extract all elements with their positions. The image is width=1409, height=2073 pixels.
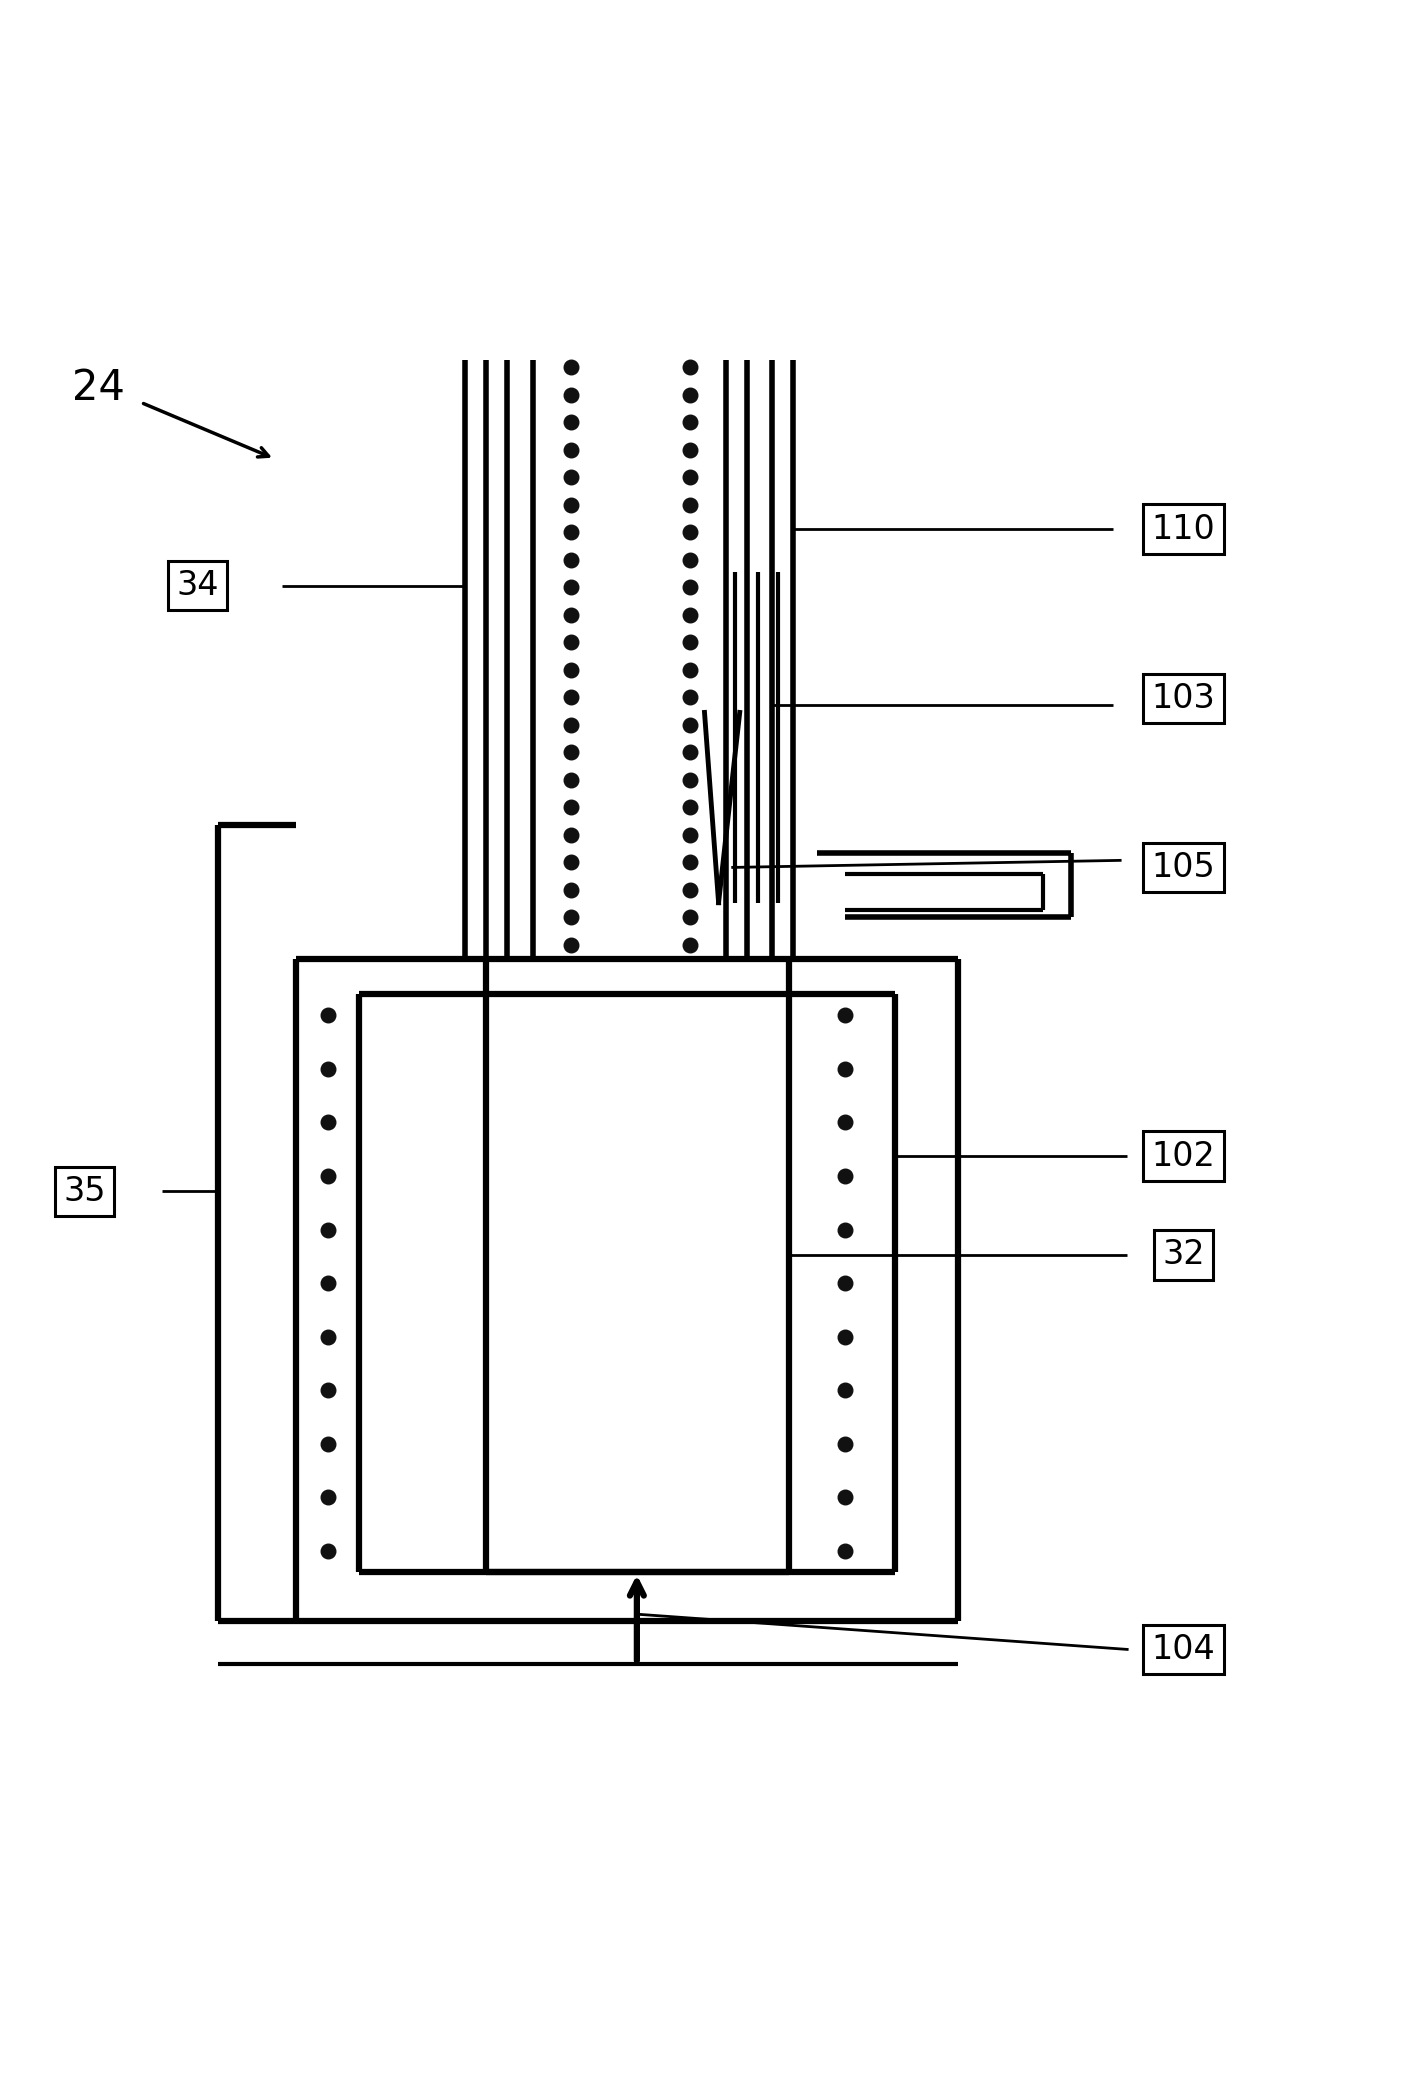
Point — [559, 709, 582, 742]
Point — [834, 1159, 857, 1192]
Point — [679, 763, 702, 796]
Point — [317, 1053, 340, 1086]
Point — [679, 819, 702, 852]
Point — [679, 929, 702, 962]
Point — [559, 377, 582, 410]
Point — [679, 433, 702, 466]
Point — [679, 736, 702, 769]
Point — [317, 1159, 340, 1192]
Point — [559, 680, 582, 713]
Point — [559, 570, 582, 603]
Point — [679, 543, 702, 576]
Point — [834, 1213, 857, 1246]
Text: 104: 104 — [1151, 1634, 1216, 1667]
Point — [679, 570, 702, 603]
Point — [679, 626, 702, 659]
Point — [834, 1480, 857, 1513]
Point — [679, 709, 702, 742]
Text: 105: 105 — [1151, 850, 1216, 883]
Point — [834, 999, 857, 1032]
Point — [559, 873, 582, 906]
Point — [317, 1321, 340, 1354]
Point — [559, 819, 582, 852]
Point — [834, 1267, 857, 1300]
Point — [679, 460, 702, 493]
Point — [679, 846, 702, 879]
Point — [559, 653, 582, 686]
Point — [317, 1480, 340, 1513]
Point — [317, 999, 340, 1032]
Point — [834, 1374, 857, 1408]
Point — [317, 1374, 340, 1408]
Point — [679, 487, 702, 520]
Point — [679, 680, 702, 713]
Point — [559, 736, 582, 769]
Point — [559, 846, 582, 879]
Point — [317, 1213, 340, 1246]
Text: 24: 24 — [72, 367, 125, 408]
Point — [317, 1267, 340, 1300]
Point — [559, 626, 582, 659]
Point — [317, 1426, 340, 1459]
Point — [559, 350, 582, 384]
Text: 35: 35 — [63, 1175, 106, 1209]
Point — [834, 1321, 857, 1354]
Point — [679, 873, 702, 906]
Point — [679, 599, 702, 632]
Point — [559, 763, 582, 796]
Point — [559, 460, 582, 493]
Point — [559, 929, 582, 962]
Point — [834, 1105, 857, 1138]
Point — [834, 1053, 857, 1086]
Text: 32: 32 — [1162, 1238, 1205, 1271]
Point — [834, 1534, 857, 1567]
Text: 34: 34 — [176, 570, 218, 601]
Point — [559, 790, 582, 823]
Point — [679, 653, 702, 686]
Point — [559, 599, 582, 632]
Point — [679, 350, 702, 384]
Point — [559, 543, 582, 576]
Point — [317, 1105, 340, 1138]
Point — [679, 902, 702, 935]
Point — [559, 516, 582, 549]
Text: 103: 103 — [1151, 682, 1216, 715]
Point — [834, 1426, 857, 1459]
Point — [679, 377, 702, 410]
Point — [679, 406, 702, 439]
Point — [559, 406, 582, 439]
Point — [559, 487, 582, 520]
Point — [317, 1534, 340, 1567]
Point — [559, 902, 582, 935]
Point — [679, 516, 702, 549]
Text: 110: 110 — [1151, 512, 1216, 545]
Text: 102: 102 — [1151, 1140, 1216, 1173]
Point — [559, 433, 582, 466]
Point — [679, 790, 702, 823]
